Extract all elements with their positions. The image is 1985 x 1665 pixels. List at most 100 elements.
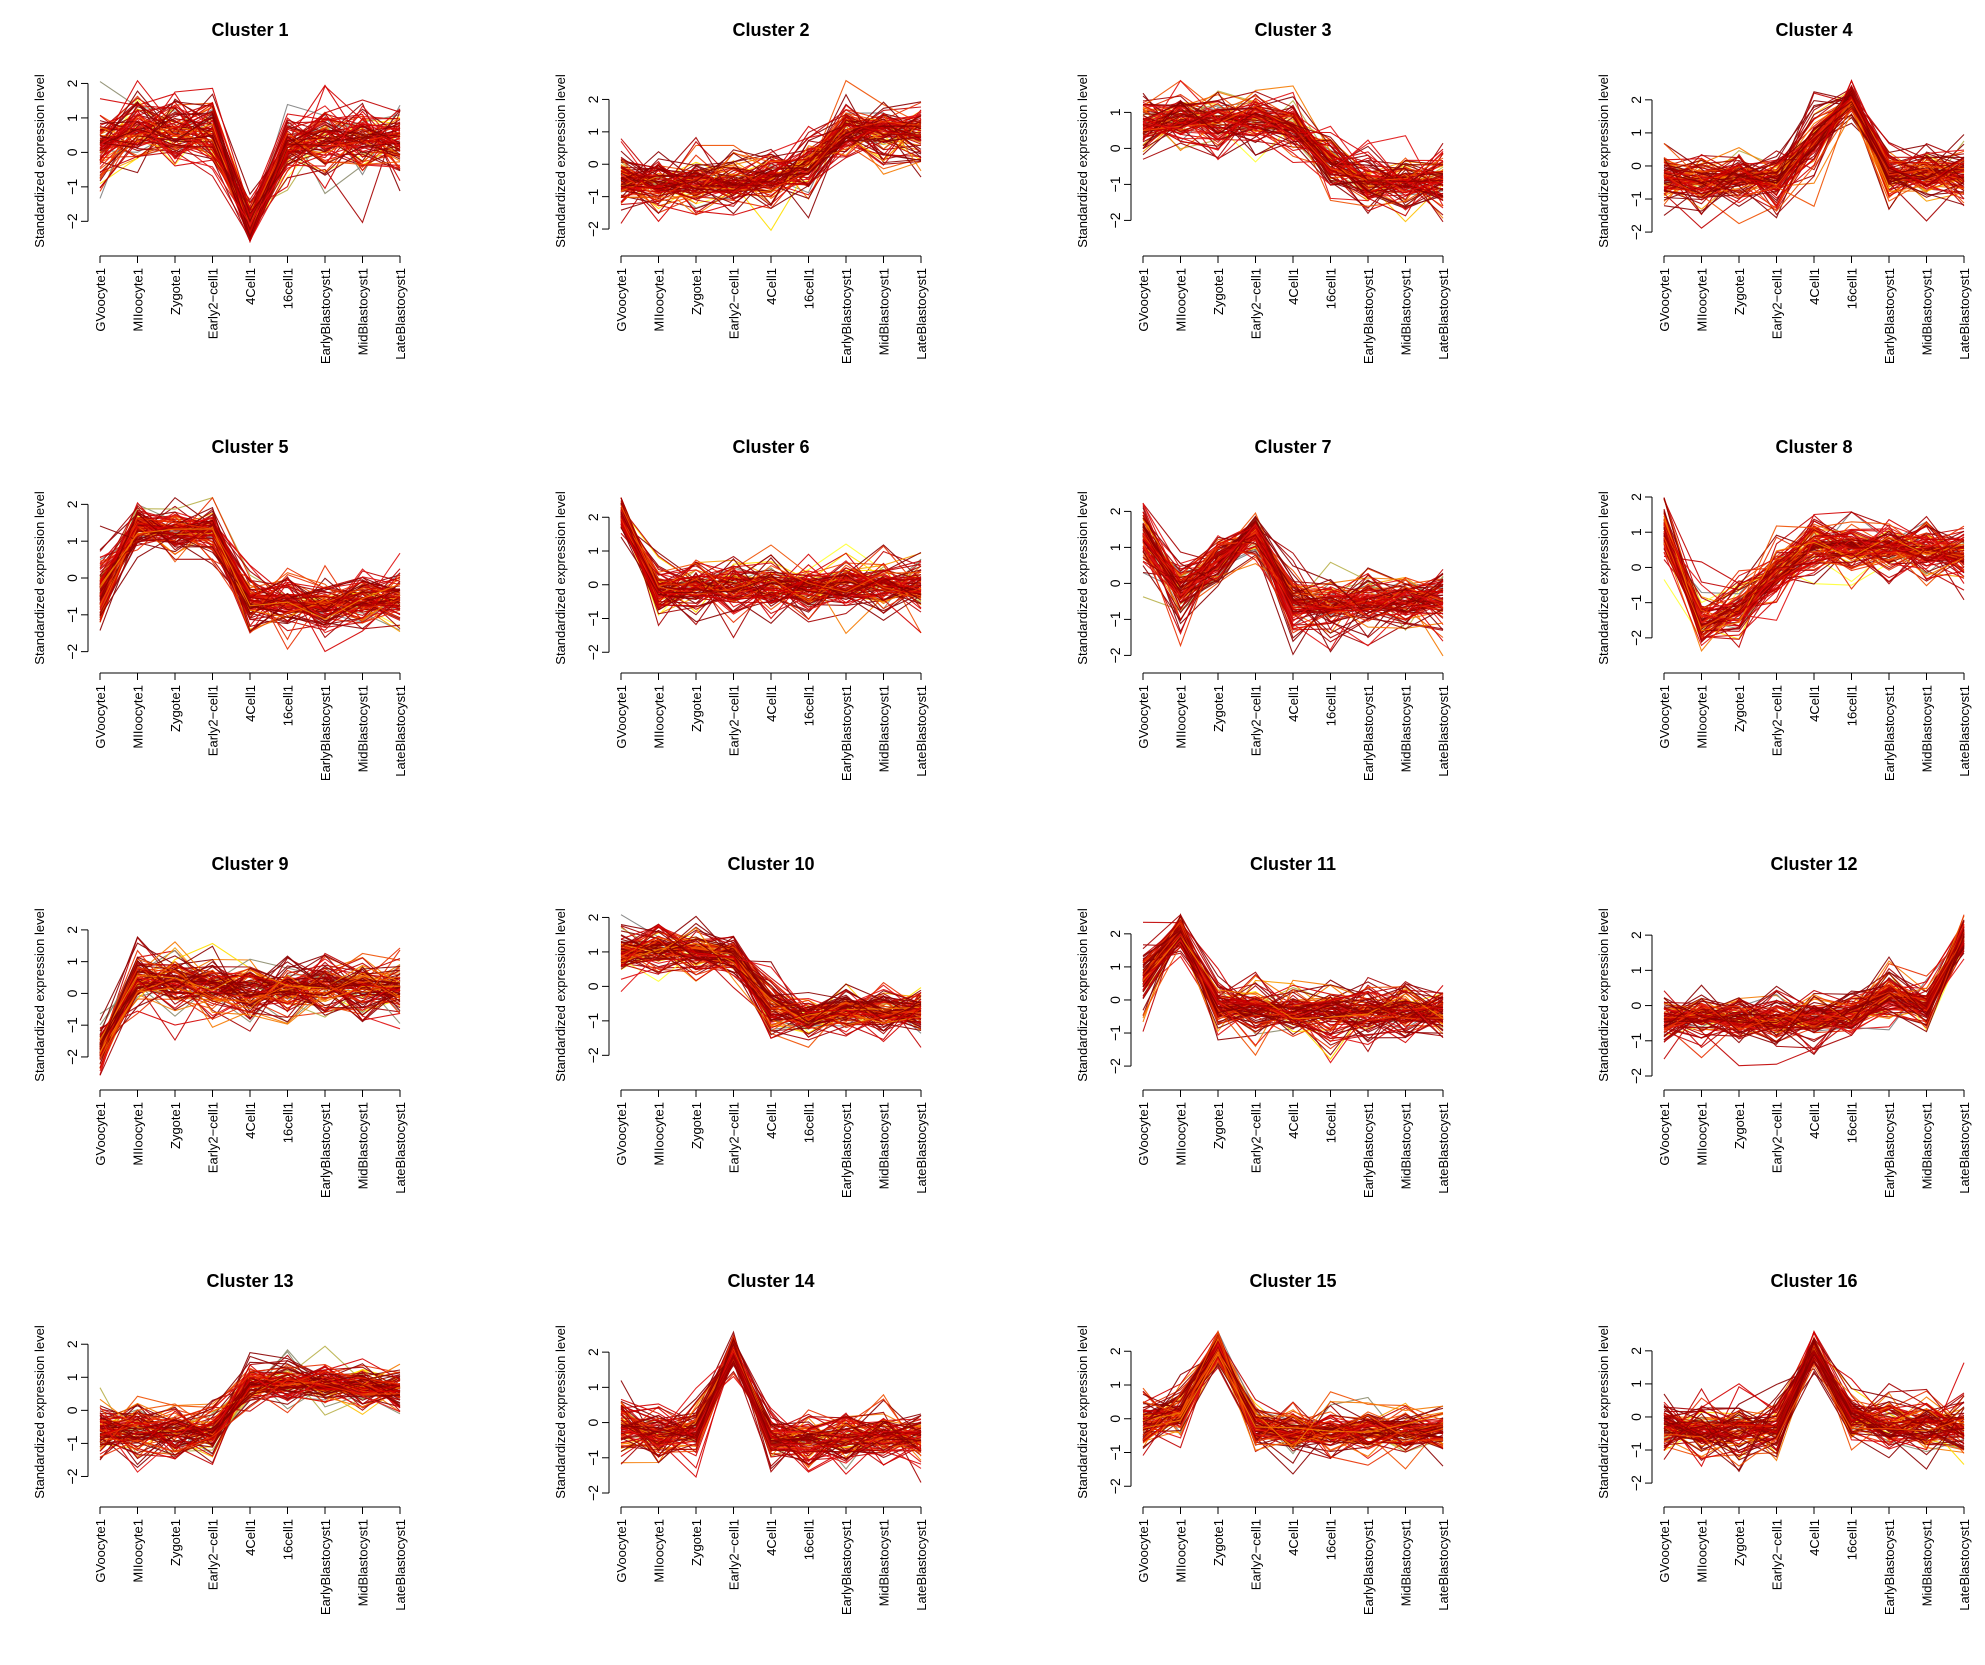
series-line xyxy=(620,112,922,203)
series-line xyxy=(1663,1340,1965,1458)
series-line xyxy=(99,93,401,209)
y-tick-label: −1 xyxy=(1107,176,1123,192)
x-tick-label: GVoocyte1 xyxy=(93,1102,108,1166)
series-line xyxy=(99,1372,401,1473)
x-tick-label: GVoocyte1 xyxy=(614,268,629,332)
y-tick-label: 0 xyxy=(585,982,601,990)
x-tick-label: EarlyBlastocyst1 xyxy=(318,685,333,781)
series-line xyxy=(1663,521,1965,629)
x-tick-label: MidBlastocyst1 xyxy=(1399,1519,1414,1606)
series-line xyxy=(1142,1330,1444,1446)
x-tick-label: Zygote1 xyxy=(1211,685,1226,732)
y-tick-label: −1 xyxy=(585,1013,601,1029)
x-tick-label: GVoocyte1 xyxy=(1657,1519,1672,1583)
series-line xyxy=(99,105,401,225)
y-tick-label: 1 xyxy=(64,958,80,966)
series-line xyxy=(620,119,922,194)
x-tick-label: LateBlastocyst1 xyxy=(1957,1519,1972,1611)
series-lines xyxy=(1663,79,1965,229)
y-tick-label: 2 xyxy=(1628,493,1644,501)
cluster-panel-3: Cluster 3 Standardized expression level −2… xyxy=(1075,20,1451,364)
series-line xyxy=(1142,523,1444,618)
series-line xyxy=(99,79,401,243)
y-axis-label: Standardized expression level xyxy=(1596,1325,1611,1499)
series-line xyxy=(620,111,922,223)
x-tick-label: EarlyBlastocyst1 xyxy=(318,1102,333,1198)
y-tick-label: −1 xyxy=(1107,1025,1123,1041)
x-tick-label: MidBlastocyst1 xyxy=(1399,268,1414,355)
x-tick-label: Early2−cell1 xyxy=(1249,1102,1264,1173)
y-tick-label: 2 xyxy=(1628,1347,1644,1355)
series-line xyxy=(1142,919,1444,1020)
y-tick-label: −2 xyxy=(585,1047,601,1063)
y-axis-label: Standardized expression level xyxy=(553,908,568,1082)
panel-title: Cluster 10 xyxy=(727,854,814,874)
x-tick-label: MidBlastocyst1 xyxy=(1399,685,1414,772)
series-line xyxy=(1142,935,1444,1020)
series-line xyxy=(99,106,401,204)
series-line xyxy=(99,512,401,623)
y-tick-label: 0 xyxy=(585,160,601,168)
x-tick-label: 4Cell1 xyxy=(1286,1519,1301,1556)
series-line xyxy=(1663,937,1965,1039)
x-tick-label: MIIoocyte1 xyxy=(131,685,146,749)
series-line xyxy=(99,527,401,617)
series-line xyxy=(1663,1338,1965,1448)
cluster-panel-15: Cluster 15 Standardized expression level −… xyxy=(1075,1271,1451,1615)
y-tick-label: 0 xyxy=(1107,144,1123,152)
x-tick-label: MIIoocyte1 xyxy=(1695,1102,1710,1166)
x-tick-label: 16cell1 xyxy=(1324,685,1339,726)
series-line xyxy=(620,124,922,206)
y-axis-label: Standardized expression level xyxy=(1596,908,1611,1082)
y-tick-label: −2 xyxy=(64,1049,80,1065)
series-line xyxy=(1142,525,1444,630)
x-tick-label: LateBlastocyst1 xyxy=(1436,268,1451,360)
y-axis-label: Standardized expression level xyxy=(1075,1325,1090,1499)
series-line xyxy=(620,527,922,607)
y-tick-label: 2 xyxy=(64,1340,80,1348)
x-tick-label: Early2−cell1 xyxy=(727,1102,742,1173)
y-tick-label: −2 xyxy=(1628,1475,1644,1491)
series-line xyxy=(99,1358,401,1457)
x-tick-label: MidBlastocyst1 xyxy=(877,1102,892,1189)
panel-title: Cluster 15 xyxy=(1249,1271,1336,1291)
cluster-panel-2: Cluster 2 Standardized expression level −2… xyxy=(553,20,929,364)
y-tick-label: −2 xyxy=(64,213,80,229)
series-line xyxy=(1142,929,1444,1038)
x-tick-label: Zygote1 xyxy=(689,268,704,315)
panel-title: Cluster 14 xyxy=(727,1271,814,1291)
y-tick-label: 0 xyxy=(64,148,80,156)
x-tick-label: 16cell1 xyxy=(1324,268,1339,309)
series-line xyxy=(1663,107,1965,229)
series-line xyxy=(1142,503,1444,651)
series-line xyxy=(99,956,400,1043)
series-line xyxy=(99,1364,401,1450)
series-line xyxy=(1142,105,1444,195)
x-tick-label: EarlyBlastocyst1 xyxy=(1361,268,1376,364)
x-tick-label: Zygote1 xyxy=(689,1519,704,1566)
y-tick-label: −1 xyxy=(64,607,80,623)
series-line xyxy=(1142,1347,1444,1450)
y-tick-label: 1 xyxy=(64,114,80,122)
panel-title: Cluster 2 xyxy=(732,20,809,40)
x-tick-label: MidBlastocyst1 xyxy=(1920,1102,1935,1189)
series-line xyxy=(620,924,922,1043)
y-tick-label: 1 xyxy=(1107,108,1123,116)
y-axis-label: Standardized expression level xyxy=(32,74,47,248)
x-tick-label: MIIoocyte1 xyxy=(1174,268,1189,332)
x-tick-label: 16cell1 xyxy=(1845,268,1860,309)
series-line xyxy=(99,511,401,609)
x-tick-label: GVoocyte1 xyxy=(1136,1102,1151,1166)
series-line xyxy=(1142,534,1444,600)
series-lines xyxy=(1663,497,1965,653)
cluster-panel-7: Cluster 7 Standardized expression level −2… xyxy=(1075,437,1451,781)
x-tick-label: MidBlastocyst1 xyxy=(877,268,892,355)
series-line xyxy=(99,949,401,1045)
panel-title: Cluster 5 xyxy=(211,437,288,457)
series-line xyxy=(1142,934,1444,1013)
series-line xyxy=(1663,949,1965,1025)
series-line xyxy=(1663,935,1965,1033)
y-tick-label: 0 xyxy=(585,1418,601,1426)
series-line xyxy=(1142,107,1444,201)
y-tick-label: 0 xyxy=(64,989,80,997)
